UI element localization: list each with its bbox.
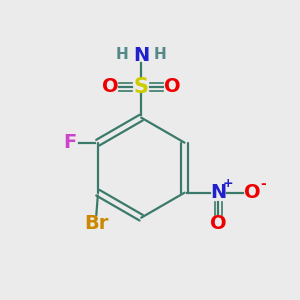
Text: -: - — [261, 177, 266, 191]
Text: O: O — [244, 183, 261, 202]
Text: O: O — [210, 214, 227, 233]
Text: O: O — [102, 77, 119, 96]
Text: H: H — [154, 47, 167, 62]
Text: N: N — [210, 183, 226, 202]
Text: Br: Br — [84, 214, 109, 233]
Text: F: F — [63, 133, 76, 152]
Text: +: + — [223, 177, 233, 190]
Text: N: N — [133, 46, 149, 65]
Text: S: S — [134, 77, 149, 97]
Text: O: O — [164, 77, 180, 96]
Text: H: H — [116, 47, 128, 62]
